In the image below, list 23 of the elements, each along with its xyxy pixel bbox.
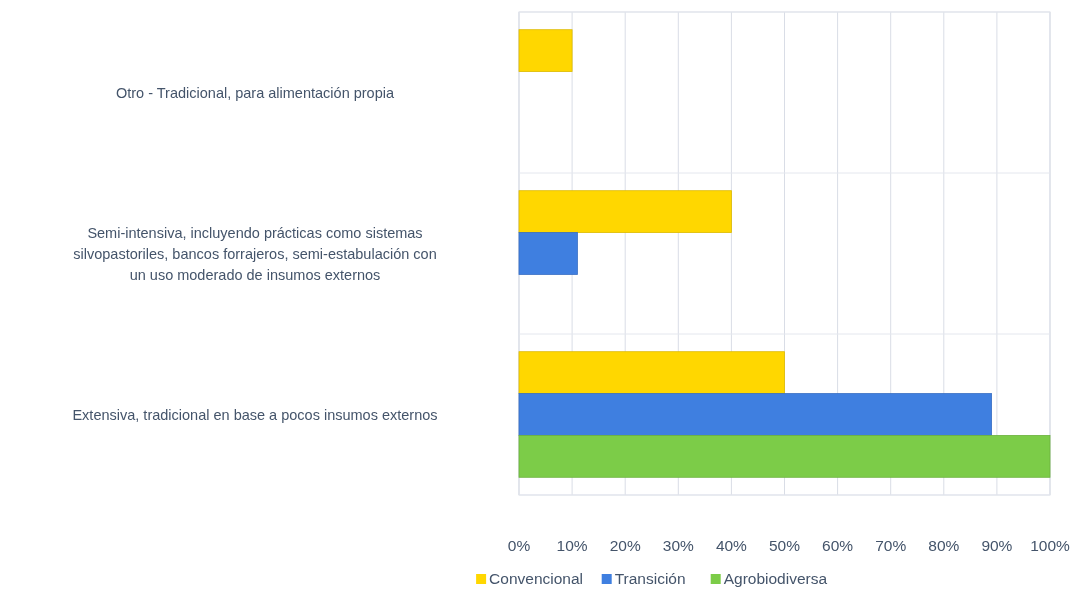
legend-label: Transición (614, 570, 686, 587)
x-tick-label: 100% (1030, 537, 1071, 554)
x-tick-label: 40% (715, 537, 748, 554)
y-tick-label: Semi-intensiva, incluyendo prácticas como sistemas silvopastoriles, bancos forrajeros, semi-estabulación con un uso moderado de insumos externos (73, 224, 437, 283)
bar (518, 351, 785, 394)
x-tick-label: 80% (928, 537, 960, 554)
x-tick-label: 70% (875, 537, 907, 554)
y-tick-label: Extensiva, tradicional en base a pocos insumos externos (72, 406, 438, 423)
x-tick-label: 10% (556, 537, 588, 554)
legend-label: Agrobiodiversa (723, 570, 828, 587)
x-tick-label: 90% (981, 537, 1013, 554)
bar (518, 29, 573, 72)
bar (518, 435, 1051, 478)
x-tick-label: 30% (662, 537, 695, 554)
x-tick-label: 0% (507, 537, 531, 554)
bar (518, 393, 992, 436)
y-tick-label: Otro - Tradicional, para alimentación propia (115, 84, 395, 101)
bar (518, 232, 578, 275)
x-tick-label: 50% (768, 537, 801, 554)
legend-label: Convencional (489, 570, 584, 587)
x-tick-label: 60% (822, 537, 854, 554)
x-tick-label: 20% (609, 537, 641, 554)
bar (518, 190, 732, 233)
